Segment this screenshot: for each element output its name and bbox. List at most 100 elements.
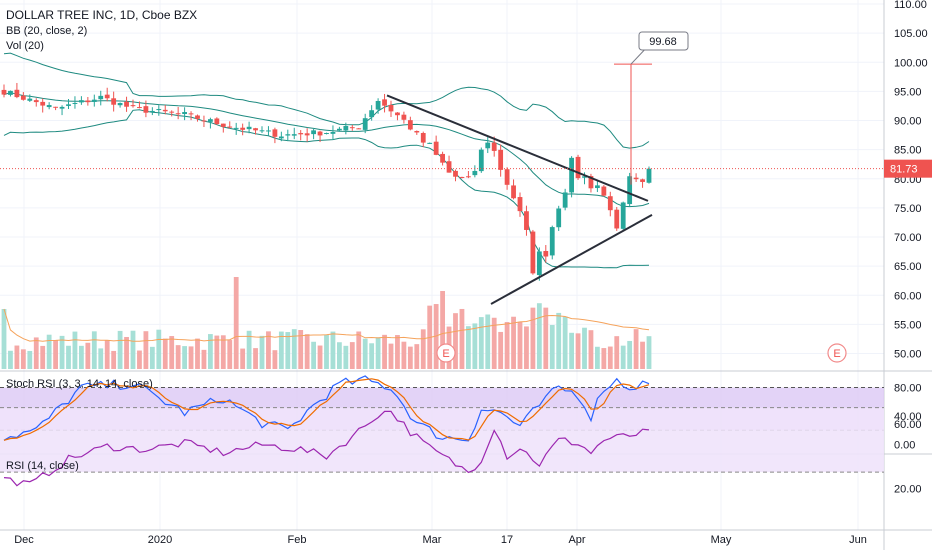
price-axis-label: 110.00 — [894, 0, 927, 11]
volume-bar — [27, 350, 33, 369]
volume-bar — [143, 331, 149, 369]
volume-bar — [549, 325, 555, 369]
candle — [517, 192, 523, 217]
candle — [595, 180, 600, 193]
volume-bar — [137, 350, 142, 369]
candle — [311, 129, 316, 140]
candle — [388, 100, 394, 117]
candle — [53, 106, 58, 111]
volume-bar — [530, 307, 536, 369]
candle-body — [427, 142, 433, 144]
candle-body — [169, 111, 175, 113]
candle-body — [556, 208, 562, 228]
candle-body — [117, 103, 123, 106]
volume-bar — [401, 341, 407, 369]
volume-bar — [536, 303, 542, 369]
candle-body — [582, 176, 587, 178]
volume-bar — [575, 333, 581, 369]
candle — [362, 113, 368, 134]
candle — [72, 96, 78, 109]
time-axis-label: 17 — [501, 534, 513, 546]
price-axis-label: 70.00 — [894, 232, 922, 244]
candle-body — [530, 231, 536, 274]
candle-body — [182, 112, 187, 115]
candle-body — [240, 127, 246, 130]
volume-bar — [169, 336, 175, 369]
candle — [79, 96, 84, 105]
candle — [175, 106, 181, 120]
candle — [214, 117, 220, 125]
volume-bar — [478, 317, 484, 369]
volume-bar — [79, 345, 84, 369]
candle — [46, 102, 52, 110]
candle — [614, 206, 620, 231]
candle-body — [285, 134, 291, 136]
candle — [530, 229, 536, 275]
volume-bar — [156, 329, 162, 369]
candle — [382, 93, 387, 113]
candle — [169, 110, 175, 117]
symbol-title[interactable]: DOLLAR TREE INC, 1D, Cboe BZX — [6, 8, 198, 22]
ascending-trendline — [490, 213, 653, 305]
volume-bar — [208, 334, 213, 369]
volume-bar — [466, 326, 471, 369]
volume-legend[interactable]: Vol (20) — [6, 40, 44, 52]
candle — [8, 90, 13, 97]
candle-body — [485, 142, 491, 149]
candle — [117, 102, 123, 108]
candle-body — [562, 192, 568, 208]
stoch-d-line — [3, 378, 650, 441]
candle — [524, 205, 529, 236]
price-axis-label: 65.00 — [894, 261, 922, 273]
candle — [601, 185, 607, 197]
candle — [143, 100, 149, 118]
volume-bar — [298, 330, 304, 369]
candle — [149, 107, 155, 116]
candle — [298, 130, 304, 141]
candle — [504, 167, 510, 190]
volume-bar — [272, 350, 278, 369]
candle — [478, 147, 484, 173]
volume-bar — [407, 346, 413, 369]
candle-body — [137, 107, 142, 109]
volume-bar — [459, 308, 465, 369]
candle-body — [330, 131, 336, 134]
candle-body — [517, 197, 523, 212]
candle-body — [369, 110, 375, 118]
candle-body — [640, 179, 645, 182]
rsi-legend[interactable]: RSI (14, close) — [6, 460, 79, 472]
candle-body — [420, 133, 426, 143]
candle-body — [388, 104, 394, 112]
time-axis-label: Dec — [14, 534, 34, 546]
volume-bar — [233, 277, 239, 369]
volume-bar — [14, 345, 20, 369]
candle-body — [511, 185, 516, 199]
candle — [620, 201, 626, 230]
candle-body — [614, 209, 620, 229]
candle-body — [478, 149, 484, 172]
candle — [485, 136, 491, 154]
candle-body — [98, 95, 104, 100]
stoch-rsi-legend[interactable]: Stoch RSI (3, 3, 14, 14, close) — [6, 378, 153, 390]
candle — [285, 129, 291, 142]
volume-bar — [588, 330, 594, 369]
price-axis-label: 105.00 — [894, 28, 928, 40]
candle-body — [395, 112, 400, 116]
volume-bar — [253, 348, 258, 369]
candle — [562, 188, 568, 211]
candle — [227, 121, 233, 129]
candle-body — [595, 185, 600, 189]
candle-body — [46, 105, 52, 108]
candle — [291, 127, 297, 140]
candle — [188, 111, 194, 121]
time-axis-label: May — [711, 534, 732, 546]
candle — [201, 115, 207, 127]
volume-bar — [627, 340, 633, 369]
candle-body — [407, 120, 413, 130]
candle — [1, 84, 7, 98]
volume-bar — [595, 346, 600, 369]
bollinger-legend[interactable]: BB (20, close, 2) — [6, 25, 88, 37]
candle-body — [195, 115, 200, 119]
volume-bar — [130, 330, 136, 369]
volume-bar — [388, 343, 394, 369]
